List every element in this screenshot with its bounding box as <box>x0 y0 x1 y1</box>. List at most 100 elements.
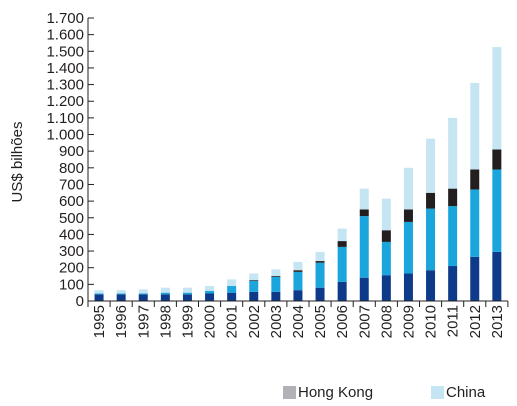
y-axis-label: US$ bilhões <box>9 122 26 203</box>
legend-item-china: China <box>431 384 485 401</box>
bar-segment-china-2007 <box>359 188 369 210</box>
bar-segment-s2-2013 <box>492 169 502 252</box>
bar-segment-china-2008 <box>381 198 391 231</box>
bar-segment-s2-1995 <box>94 293 104 295</box>
bar-segment-s3-2002 <box>249 280 259 282</box>
legend-swatch-hong-kong <box>283 386 296 399</box>
y-tick-label: 900 <box>59 143 84 160</box>
bar-segment-s1-1996 <box>116 294 126 301</box>
x-tick-label: 2002 <box>246 305 263 338</box>
bar-segment-s3-2009 <box>403 209 413 222</box>
y-tick-label: 1.300 <box>46 77 84 94</box>
bar-segment-china-2013 <box>492 47 502 150</box>
bar-segment-china-2000 <box>205 286 215 292</box>
bar-segment-china-2011 <box>448 117 458 189</box>
x-tick-label: 1995 <box>91 305 108 338</box>
bar-segment-s1-1998 <box>160 294 170 301</box>
bar-segment-s3-2003 <box>271 276 281 277</box>
bar-segment-china-2004 <box>293 261 303 271</box>
bar-segment-s1-2012 <box>470 256 480 301</box>
y-tick-label: 0 <box>76 293 84 310</box>
bar-segment-s2-1998 <box>160 292 170 295</box>
bar-segment-s2-2003 <box>271 276 281 292</box>
x-tick-label: 2001 <box>224 305 241 338</box>
y-tick-label: 600 <box>59 193 84 210</box>
x-tick-label: 2012 <box>467 305 484 338</box>
bar-segment-s1-2005 <box>315 287 325 301</box>
bar-segment-s1-2010 <box>426 270 436 301</box>
bar-segment-s2-2006 <box>337 246 347 282</box>
bar-segment-s1-2011 <box>448 266 458 301</box>
bar-segment-s2-2011 <box>448 206 458 267</box>
bar-segment-s2-2004 <box>293 271 303 291</box>
bar-segment-china-1995 <box>94 290 104 294</box>
x-tick-label: 2007 <box>356 305 373 338</box>
bar-segment-s1-2013 <box>492 251 502 301</box>
x-tick-label: 1999 <box>179 305 196 338</box>
bar-segment-s1-2000 <box>205 293 215 301</box>
bar-segment-s3-2004 <box>293 270 303 272</box>
y-tick-label: 400 <box>59 226 84 243</box>
y-tick-label: 1.100 <box>46 110 84 127</box>
bar-segment-china-2010 <box>426 138 436 193</box>
bar-segment-s1-1999 <box>182 294 192 301</box>
bar-segment-s1-2002 <box>249 291 259 301</box>
y-axis: 01002003004005006007008009001.0001.1001.… <box>46 10 94 310</box>
x-tick-label: 1998 <box>157 305 174 338</box>
x-tick-label: 2013 <box>489 305 506 338</box>
bar-segment-china-1998 <box>160 287 170 293</box>
bars-group <box>94 47 502 301</box>
bar-segment-china-2002 <box>249 273 259 281</box>
x-tick-label: 2008 <box>378 305 395 338</box>
bar-segment-s3-2013 <box>492 149 502 170</box>
bar-segment-s2-1997 <box>138 293 148 295</box>
y-tick-label: 1.000 <box>46 127 84 144</box>
x-tick-label: 1996 <box>113 305 130 338</box>
y-tick-label: 1.200 <box>46 93 84 110</box>
bar-segment-china-2003 <box>271 269 281 277</box>
bar-segment-china-2012 <box>470 82 480 170</box>
bar-segment-s3-2011 <box>448 188 458 207</box>
y-tick-label: 100 <box>59 276 84 293</box>
bar-segment-china-1997 <box>138 289 148 294</box>
x-tick-label: 2003 <box>268 305 285 338</box>
bar-segment-s1-2009 <box>403 273 413 301</box>
bar-segment-s3-2012 <box>470 169 480 190</box>
x-tick-label: 2000 <box>202 305 219 338</box>
bar-segment-s1-1995 <box>94 294 104 301</box>
x-tick-label: 2006 <box>334 305 351 338</box>
bar-segment-s1-2007 <box>359 277 369 301</box>
bar-segment-s2-2007 <box>359 216 369 278</box>
bar-segment-s2-1999 <box>182 292 192 295</box>
bar-segment-s2-2005 <box>315 262 325 288</box>
bar-segment-s2-2001 <box>227 286 237 293</box>
x-tick-label: 1997 <box>135 305 152 338</box>
bar-segment-s3-2005 <box>315 261 325 263</box>
y-tick-label: 1.600 <box>46 27 84 44</box>
bar-segment-china-2009 <box>403 167 413 210</box>
bar-segment-china-1996 <box>116 290 126 294</box>
bar-segment-china-2005 <box>315 251 325 262</box>
bar-segment-s1-1997 <box>138 294 148 301</box>
bar-segment-china-2006 <box>337 228 347 242</box>
legend-label-china: China <box>446 384 486 401</box>
bar-segment-s2-2000 <box>205 291 215 294</box>
y-tick-label: 200 <box>59 260 84 277</box>
x-tick-label: 2009 <box>400 305 417 338</box>
bar-segment-s3-2008 <box>381 230 391 242</box>
y-tick-label: 800 <box>59 160 84 177</box>
y-tick-label: 1.500 <box>46 43 84 60</box>
y-tick-label: 1.700 <box>46 10 84 27</box>
bar-segment-china-1999 <box>182 287 192 293</box>
bar-segment-s1-2003 <box>271 291 281 301</box>
bar-segment-s2-2002 <box>249 281 259 292</box>
bar-segment-china-2001 <box>227 279 237 287</box>
y-tick-label: 700 <box>59 176 84 193</box>
x-tick-label: 2005 <box>312 305 329 338</box>
bar-segment-s3-2006 <box>337 241 347 247</box>
legend-swatch-china <box>431 386 444 399</box>
bar-segment-s2-2010 <box>426 208 436 271</box>
bar-segment-s1-2008 <box>381 275 391 301</box>
x-tick-label: 2004 <box>290 305 307 338</box>
